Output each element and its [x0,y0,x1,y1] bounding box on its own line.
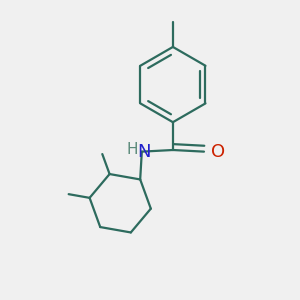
Text: N: N [137,142,151,160]
Text: H: H [127,142,138,157]
Text: O: O [211,142,225,160]
